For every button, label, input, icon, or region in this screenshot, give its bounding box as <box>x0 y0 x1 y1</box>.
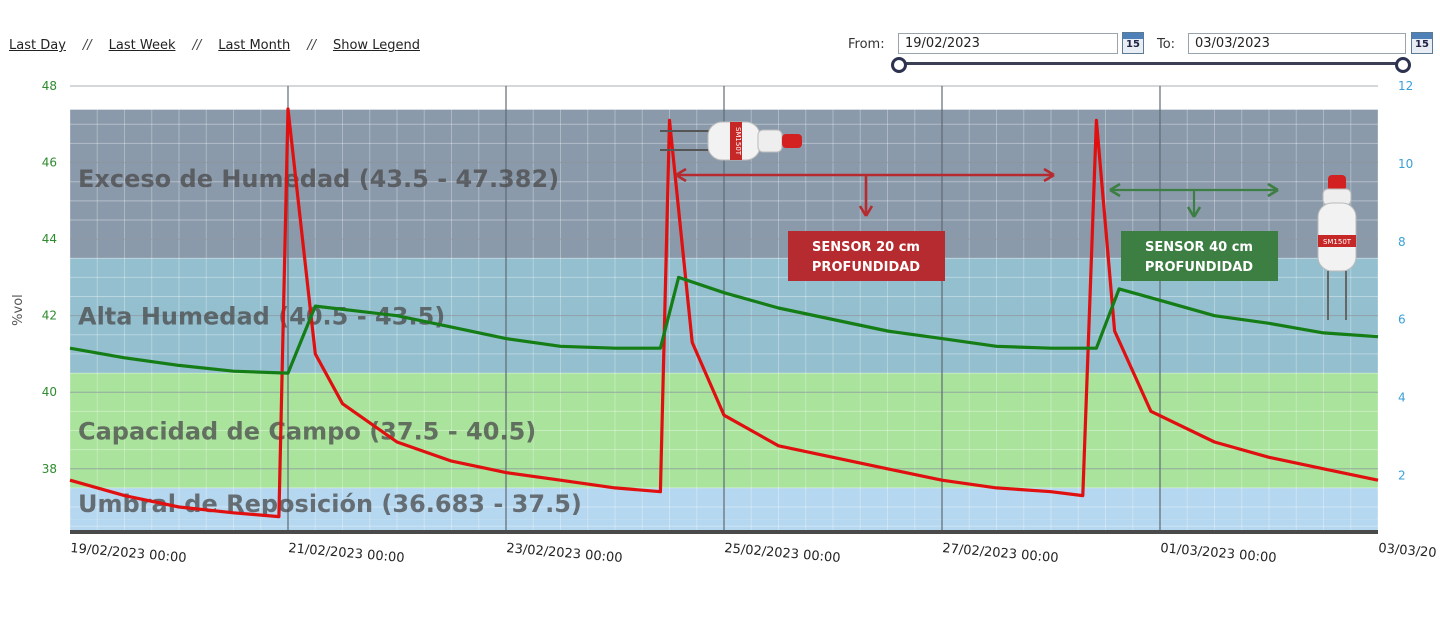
y-tick-label: 48 <box>42 79 57 93</box>
from-calendar-icon[interactable]: 15 <box>1122 32 1144 54</box>
x-tick-label: 03/03/20 <box>1378 541 1437 561</box>
series-lines <box>69 107 1379 519</box>
separator: // <box>82 38 92 53</box>
arrow-head <box>1267 182 1279 198</box>
band-label: Alta Humedad (40.5 - 43.5) <box>78 303 445 331</box>
x-tick-label: 25/02/2023 00:00 <box>724 541 841 566</box>
arrow-head <box>858 205 874 217</box>
y2-tick-label: 10 <box>1398 157 1413 171</box>
grid <box>69 85 1379 530</box>
x-tick-label: 27/02/2023 00:00 <box>942 541 1059 566</box>
y2-tick-label: 6 <box>1398 313 1406 327</box>
show-legend-link[interactable]: Show Legend <box>332 38 420 53</box>
from-date-field[interactable]: 19/02/2023 <box>898 33 1118 54</box>
y-tick-label: 40 <box>42 385 57 399</box>
y-axis-label: %vol <box>11 294 26 326</box>
arrow-head <box>1186 206 1202 218</box>
band-label: Exceso de Humedad (43.5 - 47.382) <box>78 165 559 193</box>
separator: // <box>192 38 202 53</box>
arrow-head <box>1043 167 1055 183</box>
from-label: From: <box>848 37 885 52</box>
y2-tick-label: 8 <box>1398 235 1406 249</box>
y2-tick-label: 12 <box>1398 79 1413 93</box>
x-tick-label: 19/02/2023 00:00 <box>70 541 187 566</box>
y-tick-label: 38 <box>42 462 57 476</box>
sensor-20cm-label: PROFUNDIDAD <box>812 260 920 275</box>
x-tick-label: 01/03/2023 00:00 <box>1160 541 1277 566</box>
sensor-20cm-icon: SM150T <box>660 121 802 161</box>
date-range-slider[interactable] <box>891 57 1411 73</box>
slider-start-handle[interactable] <box>891 57 907 73</box>
to-date-field[interactable]: 03/03/2023 <box>1188 33 1406 54</box>
band-label: Capacidad de Campo (37.5 - 40.5) <box>78 417 536 445</box>
arrow-head <box>1109 182 1121 198</box>
x-tick-label: 23/02/2023 00:00 <box>506 541 623 566</box>
sensor-model-label: SM150T <box>1323 238 1352 246</box>
sensor-20cm-label: SENSOR 20 cm <box>812 240 920 255</box>
y2-tick-label: 2 <box>1398 468 1406 482</box>
arrow-head <box>675 167 687 183</box>
slider-track <box>896 62 1406 65</box>
y2-tick-label: 4 <box>1398 391 1406 405</box>
last-month-link[interactable]: Last Month <box>218 38 291 53</box>
y-tick-label: 42 <box>42 309 57 323</box>
last-week-link[interactable]: Last Week <box>108 38 176 53</box>
sensor-40cm-label: PROFUNDIDAD <box>1145 260 1253 275</box>
x-tick-label: 21/02/2023 00:00 <box>288 541 405 566</box>
to-label: To: <box>1157 37 1176 52</box>
last-day-link[interactable]: Last Day <box>9 38 66 53</box>
y-tick-label: 46 <box>42 156 57 170</box>
sensor-40cm-icon: SM150T <box>1317 175 1357 320</box>
sensor-model-label: SM150T <box>734 127 742 156</box>
separator: // <box>307 38 316 53</box>
sensor-40cm-label-box <box>1121 231 1278 281</box>
y-tick-label: 44 <box>42 232 57 246</box>
slider-end-handle[interactable] <box>1395 57 1411 73</box>
range-shortcuts: Last Day // Last Week // Last Month // S… <box>9 38 420 53</box>
sensor-20cm-label-box <box>788 231 945 281</box>
band-label: Umbral de Reposición (36.683 - 37.5) <box>78 490 582 518</box>
annotations: SENSOR 20 cm PROFUNDIDAD SM150T SENSOR 40 c… <box>660 121 1357 320</box>
to-calendar-icon[interactable]: 15 <box>1411 32 1433 54</box>
sensor-40cm-label: SENSOR 40 cm <box>1145 240 1253 255</box>
